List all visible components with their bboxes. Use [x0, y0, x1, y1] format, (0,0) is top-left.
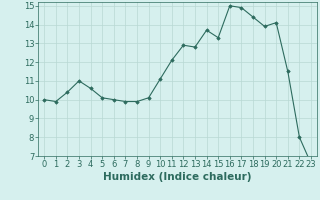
X-axis label: Humidex (Indice chaleur): Humidex (Indice chaleur): [103, 172, 252, 182]
